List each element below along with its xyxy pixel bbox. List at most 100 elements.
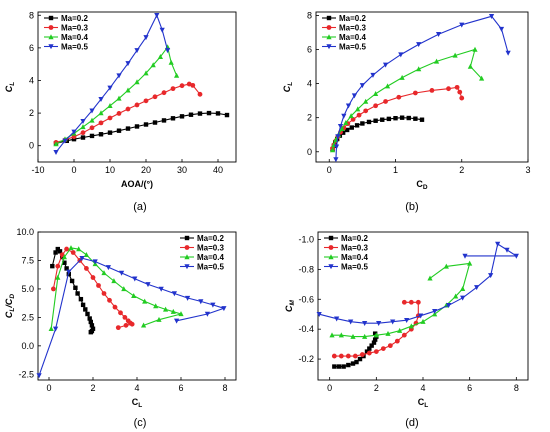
data-point (101, 291, 107, 296)
data-point (397, 327, 403, 333)
data-point (55, 274, 61, 280)
data-point (198, 299, 204, 305)
series-line (55, 83, 201, 143)
data-point (332, 364, 337, 369)
y-tick-label: 8 (29, 10, 34, 20)
data-point (80, 119, 86, 125)
data-point (393, 115, 398, 121)
plot-frame (315, 11, 529, 163)
data-point (363, 98, 369, 104)
data-point (333, 157, 339, 163)
y-tick-label: 2.5 (21, 312, 34, 322)
data-point (107, 115, 113, 121)
data-point (367, 346, 372, 351)
data-point (170, 116, 176, 121)
series-line (334, 301, 419, 357)
data-point (350, 333, 356, 339)
legend-marker (328, 245, 334, 250)
data-point (370, 72, 376, 78)
data-point (338, 353, 344, 359)
data-point (339, 125, 345, 131)
data-point (83, 307, 88, 312)
data-point (85, 311, 90, 317)
data-point (380, 117, 385, 122)
x-axis-label: CL (132, 397, 143, 409)
data-point (55, 246, 60, 252)
caption-c: (c) (134, 417, 147, 429)
data-point (64, 246, 69, 252)
data-point (83, 251, 89, 257)
data-point (345, 353, 351, 359)
data-point (488, 14, 495, 20)
y-tick-label: -2.5 (18, 369, 34, 379)
caption-b: (b) (405, 201, 418, 213)
data-point (359, 352, 365, 357)
data-point (98, 120, 104, 126)
data-point (329, 147, 336, 153)
data-point (53, 150, 59, 156)
data-point (174, 72, 180, 78)
data-point (460, 295, 466, 301)
data-point (123, 322, 129, 328)
data-point (488, 273, 494, 279)
series-line (55, 45, 178, 145)
y-tick-label: 4 (307, 79, 312, 89)
data-point (98, 97, 104, 103)
data-point (143, 70, 149, 76)
legend-marker (328, 264, 334, 270)
data-point (357, 356, 363, 362)
legend-label: Ma=0.2 (339, 14, 366, 23)
legend-marker (328, 254, 334, 260)
data-point (107, 297, 112, 303)
data-point (373, 91, 379, 97)
legend-marker (48, 34, 54, 40)
x-tick-label: 2 (459, 165, 464, 175)
data-point (401, 299, 407, 305)
data-point (416, 66, 422, 72)
data-point (64, 266, 69, 271)
data-point (50, 263, 55, 269)
legend-marker (184, 264, 190, 270)
data-point (90, 326, 96, 331)
data-point (174, 318, 180, 324)
data-point (73, 285, 78, 290)
data-point (122, 314, 128, 320)
data-point (338, 332, 344, 338)
data-point (143, 35, 149, 41)
data-point (341, 364, 346, 369)
y-tick-label: 5.0 (21, 284, 34, 294)
data-point (121, 286, 127, 292)
data-point (348, 319, 354, 325)
data-point (89, 133, 95, 139)
data-point (131, 292, 137, 298)
data-point (89, 108, 95, 114)
data-point (111, 278, 117, 284)
data-point (457, 89, 463, 95)
data-point (386, 116, 392, 122)
data-point (125, 106, 131, 112)
data-point (134, 124, 140, 129)
data-point (366, 119, 372, 125)
data-point (356, 112, 362, 118)
data-point (382, 62, 389, 68)
data-point (418, 313, 424, 319)
data-point (224, 112, 230, 118)
y-tick-label: 2 (307, 113, 312, 123)
y-tick-label: 10.0 (16, 227, 34, 237)
data-point (467, 63, 473, 69)
data-point (185, 295, 191, 301)
data-point (107, 85, 113, 91)
data-point (333, 144, 340, 150)
data-point (55, 263, 61, 269)
data-point (341, 113, 347, 119)
data-point (429, 88, 435, 93)
x-tick-label: 3 (525, 165, 530, 175)
data-point (197, 111, 203, 116)
data-point (69, 278, 75, 284)
y-axis-label: CL (282, 82, 294, 93)
data-point (112, 304, 118, 310)
legend-label: Ma=0.4 (341, 253, 368, 262)
legend-label: Ma=0.2 (61, 14, 88, 23)
data-point (373, 103, 379, 109)
